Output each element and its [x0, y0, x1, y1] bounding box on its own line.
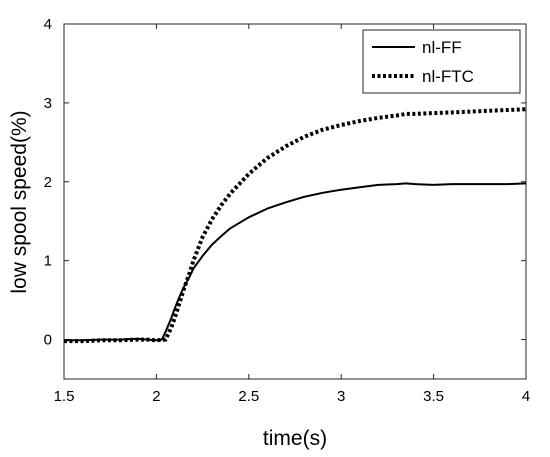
y-tick-label: 4: [44, 16, 52, 33]
legend-label-nl-ftc: nl-FTC: [422, 67, 474, 86]
x-tick-label: 2.5: [238, 388, 259, 405]
y-axis-label: low spool speed(%): [8, 110, 31, 293]
x-axis-label: time(s): [263, 427, 327, 450]
legend: nl-FF nl-FTC: [362, 29, 521, 94]
x-tick-label: 2: [152, 388, 160, 405]
y-tick-label: 0: [44, 332, 52, 349]
x-tick-label: 3.5: [423, 388, 444, 405]
series-layer: [64, 107, 527, 344]
x-tick-label: 4: [522, 388, 530, 405]
x-tick-label: 1.5: [54, 388, 75, 405]
series-line-nl-ftc: [64, 107, 527, 344]
legend-label-nl-ff: nl-FF: [422, 38, 462, 57]
y-tick-label: 1: [44, 253, 52, 270]
y-tick-label: 3: [44, 95, 52, 112]
legend-box: [362, 29, 521, 94]
x-tick-label: 3: [337, 388, 345, 405]
y-tick-label: 2: [44, 174, 52, 191]
